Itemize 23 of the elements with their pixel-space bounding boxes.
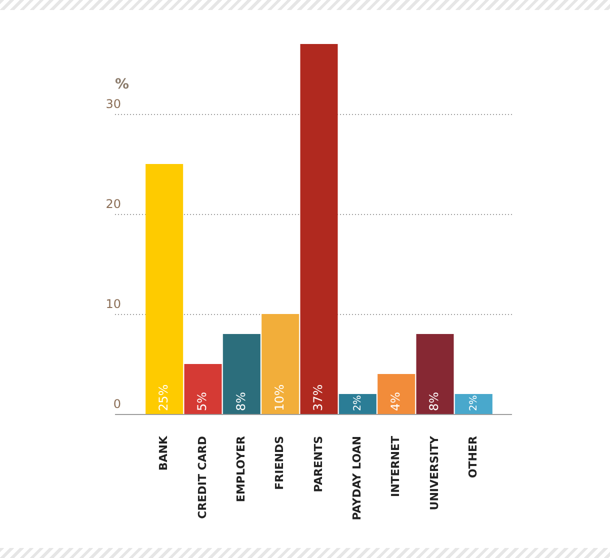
x-tick-label: BANK [157,436,170,471]
y-axis-title: % [115,76,130,93]
x-tick-label: INTERNET [389,436,402,498]
data-label: 25% [156,384,170,411]
data-label: 2% [468,395,480,411]
x-tick-label: FRIENDS [273,436,286,490]
y-tick-label: 0 [113,397,121,412]
y-tick-label: 10 [106,297,121,312]
data-label: 2% [352,395,364,411]
data-label: 4% [388,392,402,411]
x-tick-label: PARENTS [312,436,325,492]
data-label: 8% [234,392,248,411]
data-label: 8% [427,392,442,411]
x-tick-label: EMPLOYER [234,435,248,502]
data-label: 37% [311,384,326,411]
y-tick-label: 30 [106,97,121,112]
x-tick-label: CREDIT CARD [196,436,209,519]
data-label: 5% [195,392,210,411]
x-tick-label: OTHER [466,435,480,478]
data-label: 10% [272,384,286,411]
x-tick-label: PAYDAY LOAN [350,436,364,520]
x-tick-label: UNIVERSITY [428,434,441,510]
y-tick-label: 20 [106,197,121,212]
